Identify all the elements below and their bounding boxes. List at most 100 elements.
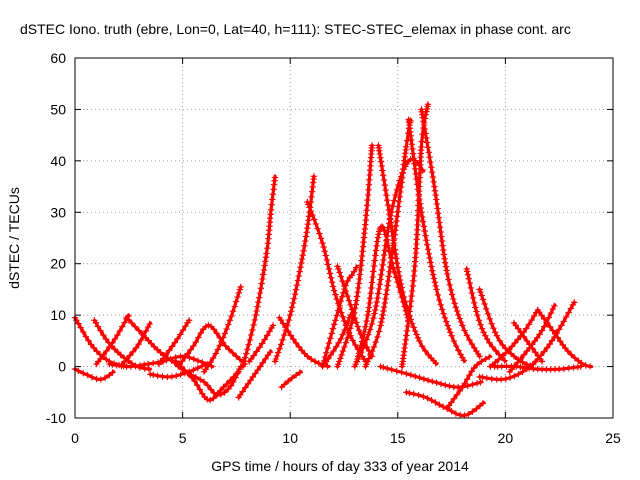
data-point [407,298,415,305]
data-point [420,118,427,125]
data-point [477,288,484,296]
data-point [337,335,344,343]
data-point [225,346,233,353]
data-point [479,400,486,407]
data-point [100,331,107,339]
data-point [537,352,545,359]
data-point [145,337,152,344]
series-16 [239,174,279,370]
data-point [396,193,403,200]
data-point [419,166,426,174]
data-point [121,319,128,326]
series-10 [160,353,215,370]
data-point [450,337,457,345]
data-point [300,247,307,254]
data-point [416,374,423,381]
y-tick-label: 20 [50,256,66,272]
data-point [190,342,197,350]
data-point [364,311,371,319]
data-point [399,169,406,176]
data-point [393,186,401,194]
series-43 [534,306,594,370]
data-point [473,380,481,387]
data-point [547,309,555,317]
data-point [420,375,428,383]
data-point [405,313,413,320]
data-point [352,341,359,349]
series-42 [506,302,558,375]
data-point [325,265,333,273]
data-point [382,186,389,194]
data-point [501,357,508,364]
data-point [263,250,270,257]
data-point [395,268,402,275]
data-point [298,347,305,354]
data-point [385,277,392,285]
data-point [408,141,415,148]
data-point [199,359,206,366]
data-point [372,302,380,310]
data-point [523,337,531,345]
data-point [528,316,535,324]
data-point [338,293,346,300]
data-point [119,323,126,330]
data-point [484,310,492,317]
data-point [432,191,439,199]
data-point [384,365,391,372]
data-point [163,357,170,364]
data-point [424,395,431,402]
data-point [486,315,493,322]
data-point [437,228,444,236]
data-point [423,139,431,146]
data-point [277,341,285,348]
data-point [457,351,464,358]
data-point [140,332,147,339]
data-point [292,286,300,293]
data-point [168,373,176,380]
data-point [344,292,351,300]
data-point [397,188,404,196]
data-point [520,333,528,340]
series-32 [351,156,426,370]
data-point [114,331,121,339]
data-point [549,327,556,334]
data-point [154,372,161,379]
data-point [549,305,556,313]
data-point [221,330,229,337]
data-point [366,326,374,333]
data-point [376,281,383,288]
data-point [327,351,334,359]
data-point [468,368,475,375]
data-point [305,201,312,208]
data-point [459,322,466,329]
data-point [532,349,539,356]
x-ticks: 0 5 10 15 20 25 [71,58,621,446]
data-point [80,370,87,377]
data-point [523,347,531,355]
data-point [378,223,386,230]
data-point [401,344,408,352]
data-point [478,292,485,299]
data-point [276,345,283,352]
data-point [434,291,442,299]
data-point [379,261,386,269]
data-point [380,307,387,315]
data-point [273,352,281,360]
data-point [179,327,187,334]
data-point [343,322,350,329]
data-point [358,349,365,356]
data-point [363,361,370,368]
data-point [543,344,551,351]
data-point [382,242,389,249]
data-point [488,375,495,382]
data-point [222,342,229,350]
data-point [499,341,506,349]
data-point [250,352,257,359]
data-point [97,376,104,383]
data-point [557,338,564,345]
data-point [335,339,342,346]
data-layer [71,101,594,419]
data-point [272,355,280,363]
data-point [187,346,194,353]
data-point [216,342,223,349]
